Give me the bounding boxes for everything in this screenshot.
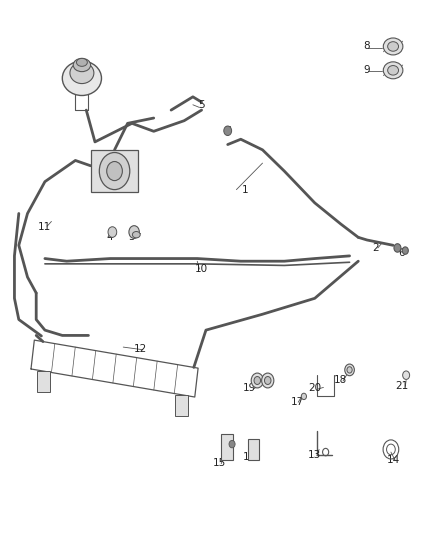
Ellipse shape bbox=[347, 367, 352, 373]
Ellipse shape bbox=[383, 62, 403, 79]
Ellipse shape bbox=[251, 373, 263, 388]
Text: 14: 14 bbox=[386, 455, 400, 465]
Text: 9: 9 bbox=[364, 66, 370, 75]
Ellipse shape bbox=[301, 393, 307, 400]
Text: 17: 17 bbox=[291, 397, 304, 407]
Text: 7: 7 bbox=[224, 126, 231, 136]
Circle shape bbox=[394, 244, 401, 252]
Text: 3: 3 bbox=[129, 232, 135, 243]
Ellipse shape bbox=[62, 61, 102, 95]
Text: 12: 12 bbox=[134, 344, 147, 354]
Ellipse shape bbox=[73, 59, 91, 71]
Text: 10: 10 bbox=[195, 264, 208, 274]
Text: 4: 4 bbox=[107, 232, 113, 243]
Ellipse shape bbox=[77, 59, 87, 66]
Text: 16: 16 bbox=[243, 453, 256, 463]
Text: 13: 13 bbox=[308, 450, 321, 460]
Text: 2: 2 bbox=[372, 243, 379, 253]
Ellipse shape bbox=[132, 231, 140, 238]
Bar bbox=[175, 395, 188, 416]
Text: 21: 21 bbox=[395, 381, 408, 391]
Ellipse shape bbox=[345, 364, 354, 376]
Text: 20: 20 bbox=[308, 383, 321, 393]
Circle shape bbox=[107, 161, 122, 181]
Ellipse shape bbox=[70, 62, 94, 84]
Circle shape bbox=[99, 152, 130, 190]
Text: 15: 15 bbox=[212, 458, 226, 467]
Ellipse shape bbox=[265, 376, 271, 384]
Bar bbox=[37, 371, 50, 392]
Bar bbox=[91, 150, 138, 192]
Text: 19: 19 bbox=[243, 383, 256, 393]
Text: 11: 11 bbox=[38, 222, 52, 232]
Text: 5: 5 bbox=[198, 100, 205, 110]
Text: 8: 8 bbox=[364, 42, 370, 52]
Text: 1: 1 bbox=[242, 184, 248, 195]
Circle shape bbox=[229, 440, 235, 448]
Ellipse shape bbox=[383, 38, 403, 55]
Ellipse shape bbox=[254, 376, 261, 384]
Ellipse shape bbox=[388, 66, 399, 75]
Ellipse shape bbox=[261, 373, 274, 388]
Bar bbox=[221, 433, 233, 460]
Text: 6: 6 bbox=[399, 248, 405, 259]
Text: 18: 18 bbox=[334, 375, 347, 385]
Ellipse shape bbox=[403, 371, 410, 379]
Circle shape bbox=[224, 126, 232, 135]
Circle shape bbox=[108, 227, 117, 237]
Ellipse shape bbox=[388, 42, 399, 51]
Circle shape bbox=[129, 225, 139, 238]
Circle shape bbox=[402, 247, 408, 254]
Bar bbox=[248, 439, 259, 460]
